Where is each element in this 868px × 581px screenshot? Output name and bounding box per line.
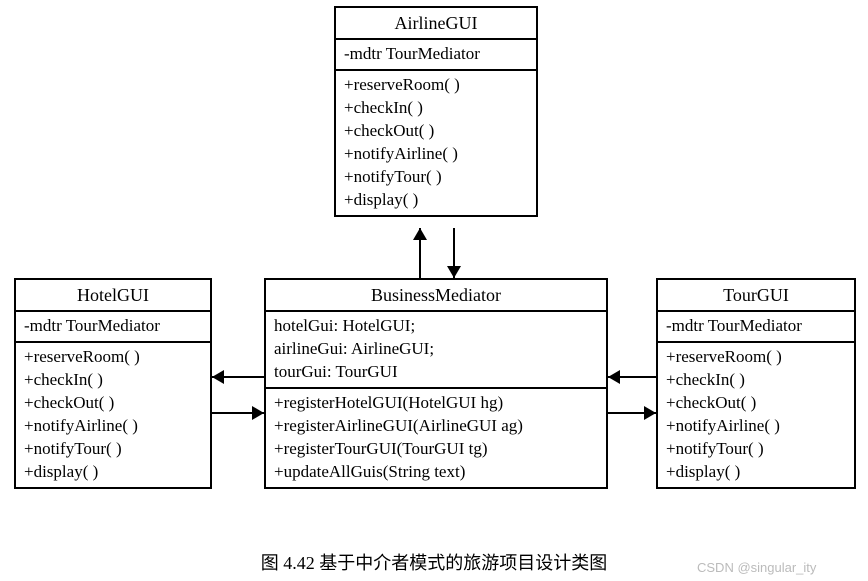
attribute: airlineGui: AirlineGUI; bbox=[274, 338, 598, 361]
method: +registerTourGUI(TourGUI tg) bbox=[274, 438, 598, 461]
method: +notifyAirline( ) bbox=[666, 415, 846, 438]
class-attributes: -mdtr TourMediator bbox=[336, 40, 536, 71]
class-title: BusinessMediator bbox=[266, 280, 606, 312]
method: +checkIn( ) bbox=[666, 369, 846, 392]
attribute: tourGui: TourGUI bbox=[274, 361, 598, 384]
method: +notifyTour( ) bbox=[666, 438, 846, 461]
method: +display( ) bbox=[24, 461, 202, 484]
method: +checkOut( ) bbox=[666, 392, 846, 415]
method: +notifyAirline( ) bbox=[24, 415, 202, 438]
class-methods: +reserveRoom( ) +checkIn( ) +checkOut( )… bbox=[336, 71, 536, 215]
class-title: HotelGUI bbox=[16, 280, 210, 312]
method: +display( ) bbox=[666, 461, 846, 484]
class-attributes: -mdtr TourMediator bbox=[16, 312, 210, 343]
class-methods: +registerHotelGUI(HotelGUI hg) +register… bbox=[266, 389, 606, 487]
arrow-left-icon bbox=[212, 370, 224, 384]
method: +checkOut( ) bbox=[344, 120, 528, 143]
class-airline-gui: AirlineGUI -mdtr TourMediator +reserveRo… bbox=[334, 6, 538, 217]
method: +notifyAirline( ) bbox=[344, 143, 528, 166]
class-methods: +reserveRoom( ) +checkIn( ) +checkOut( )… bbox=[658, 343, 854, 487]
arrow-down-icon bbox=[447, 266, 461, 278]
method: +updateAllGuis(String text) bbox=[274, 461, 598, 484]
method: +checkIn( ) bbox=[24, 369, 202, 392]
arrow-right-icon bbox=[252, 406, 264, 420]
arrow-left-icon bbox=[608, 370, 620, 384]
method: +checkOut( ) bbox=[24, 392, 202, 415]
arrow-right-icon bbox=[644, 406, 656, 420]
method: +reserveRoom( ) bbox=[344, 74, 528, 97]
method: +notifyTour( ) bbox=[24, 438, 202, 461]
class-hotel-gui: HotelGUI -mdtr TourMediator +reserveRoom… bbox=[14, 278, 212, 489]
method: +registerAirlineGUI(AirlineGUI ag) bbox=[274, 415, 598, 438]
method: +notifyTour( ) bbox=[344, 166, 528, 189]
method: +checkIn( ) bbox=[344, 97, 528, 120]
class-attributes: -mdtr TourMediator bbox=[658, 312, 854, 343]
method: +reserveRoom( ) bbox=[666, 346, 846, 369]
watermark-text: CSDN @singular_ity bbox=[697, 560, 816, 575]
method: +registerHotelGUI(HotelGUI hg) bbox=[274, 392, 598, 415]
class-title: TourGUI bbox=[658, 280, 854, 312]
arrow-up-icon bbox=[413, 228, 427, 240]
attribute: hotelGui: HotelGUI; bbox=[274, 315, 598, 338]
class-attributes: hotelGui: HotelGUI; airlineGui: AirlineG… bbox=[266, 312, 606, 389]
class-tour-gui: TourGUI -mdtr TourMediator +reserveRoom(… bbox=[656, 278, 856, 489]
class-business-mediator: BusinessMediator hotelGui: HotelGUI; air… bbox=[264, 278, 608, 489]
class-title: AirlineGUI bbox=[336, 8, 536, 40]
method: +display( ) bbox=[344, 189, 528, 212]
class-methods: +reserveRoom( ) +checkIn( ) +checkOut( )… bbox=[16, 343, 210, 487]
method: +reserveRoom( ) bbox=[24, 346, 202, 369]
